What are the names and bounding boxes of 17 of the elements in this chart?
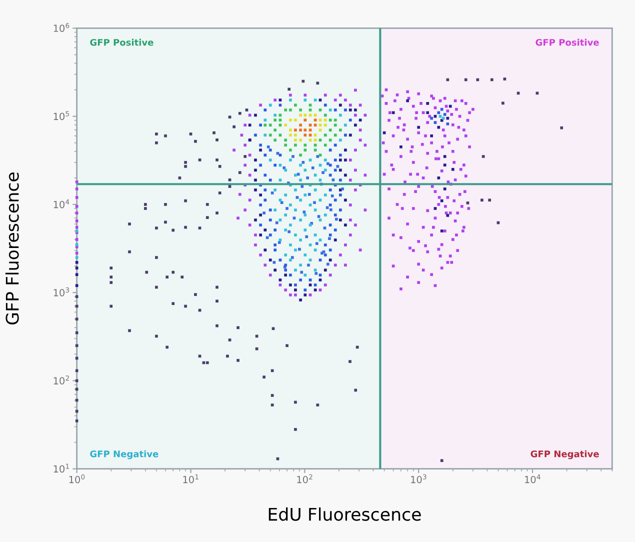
y-tick-label: 10$^{1}$ [54, 464, 69, 473]
y-tick-label: 10$^{3}$ [54, 287, 70, 296]
y-tick-label: 10$^{2}$ [54, 376, 69, 384]
y-tick-label: 10$^{6}$ [54, 23, 70, 32]
x-tick-label: 10$^{4}$ [525, 474, 540, 484]
annotation: GFP Positive [536, 38, 599, 46]
annotation: GFP Negative [530, 450, 599, 460]
x-tick-label: 10$^{3}$ [411, 474, 426, 484]
y-axis-title: GFP Fluorescence [5, 172, 19, 324]
x-tick-label: 10$^{2}$ [297, 474, 312, 484]
x-tick-label: 10$^{0}$ [69, 474, 85, 484]
x-tick-label: 10$^{1}$ [183, 474, 198, 484]
annotation: GFP Negative [90, 450, 158, 460]
x-axis-title: EdU Fluorescence [268, 507, 421, 521]
annotation: GFP Positive [90, 38, 154, 46]
y-tick-label: 10$^{5}$ [54, 111, 69, 120]
y-tick-label: 10$^{4}$ [54, 199, 70, 208]
